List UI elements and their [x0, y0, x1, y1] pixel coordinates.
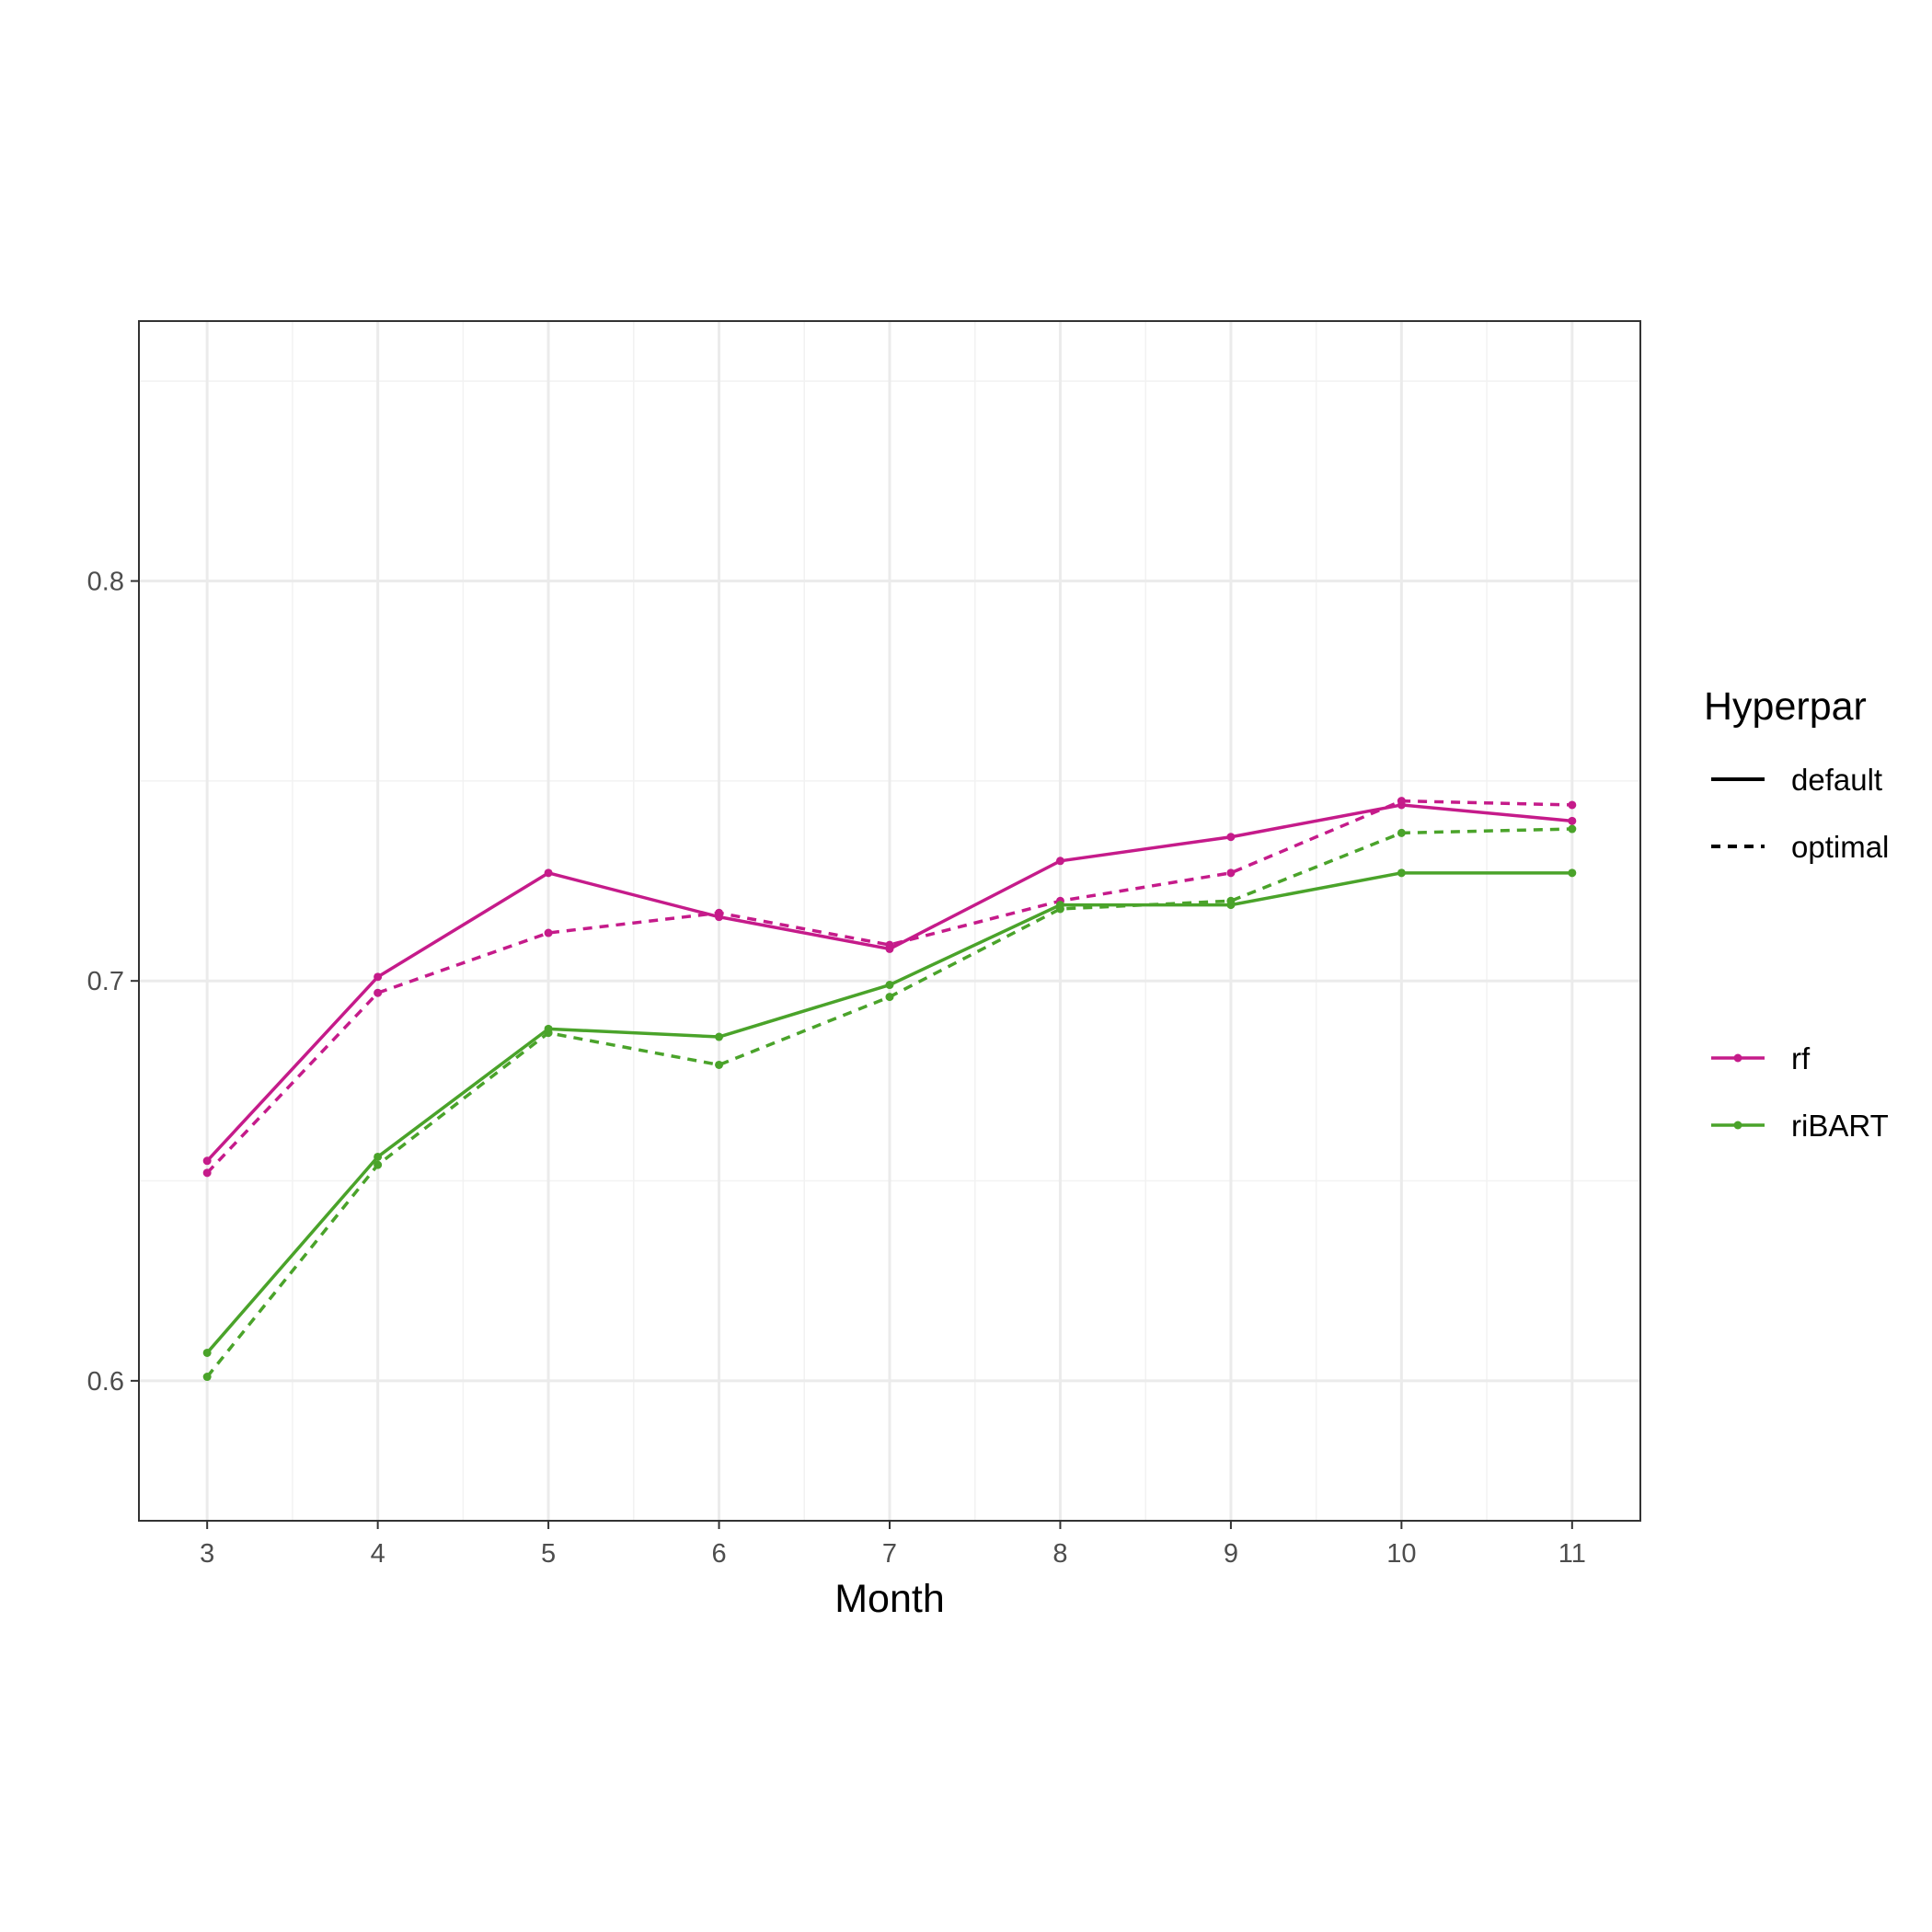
- data-point: [202, 1168, 212, 1178]
- x-tick-label: 10: [1386, 1539, 1416, 1569]
- data-point: [544, 928, 553, 937]
- legend-key-rf-point: [1733, 1053, 1742, 1063]
- x-tick-label: 5: [541, 1539, 556, 1569]
- data-point: [202, 1348, 212, 1357]
- data-point: [1568, 868, 1577, 878]
- data-point: [715, 908, 724, 917]
- data-point: [1055, 857, 1064, 866]
- data-point: [544, 1029, 553, 1038]
- data-point: [374, 972, 383, 982]
- legend-title: Hyperpar: [1704, 684, 1867, 729]
- x-tick-label: 6: [711, 1539, 726, 1569]
- legend: Hyperpar default optimal rf riBART: [1704, 684, 1889, 1143]
- series-rf-optimal: [202, 797, 1577, 1178]
- data-point: [1226, 833, 1236, 842]
- legend-label-optimal: optimal: [1791, 830, 1889, 864]
- x-tick-label: 8: [1052, 1539, 1067, 1569]
- x-tick-label: 3: [200, 1539, 214, 1569]
- series-line: [205, 799, 1572, 1175]
- series-layer: [202, 797, 1577, 1382]
- y-axis: 0.6 0.7 0.8: [87, 568, 139, 1397]
- legend-key-ribart-point: [1733, 1121, 1742, 1130]
- legend-label-rf: rf: [1791, 1041, 1811, 1075]
- data-point: [1055, 904, 1064, 914]
- legend-label-ribart: riBART: [1791, 1109, 1889, 1143]
- data-point: [1397, 797, 1406, 806]
- data-point: [202, 1156, 212, 1166]
- data-point: [374, 1160, 383, 1169]
- data-point: [374, 1152, 383, 1161]
- x-axis-title: Month: [834, 1577, 945, 1621]
- data-point: [715, 1032, 724, 1041]
- major-gridlines: [139, 321, 1640, 1521]
- data-point: [1226, 868, 1236, 878]
- data-point: [885, 993, 894, 1002]
- y-tick-label: 0.6: [87, 1367, 124, 1397]
- x-axis: 3 4 5 6 7 8 9 10 11: [200, 1521, 1586, 1569]
- data-point: [885, 940, 894, 949]
- data-point: [1226, 896, 1236, 905]
- legend-label-default: default: [1791, 763, 1882, 797]
- data-point: [715, 1060, 724, 1069]
- data-point: [1568, 800, 1577, 810]
- data-point: [544, 868, 553, 878]
- series-ribart-optimal: [202, 824, 1577, 1382]
- data-point: [374, 988, 383, 997]
- x-tick-label: 9: [1224, 1539, 1238, 1569]
- data-point: [202, 1373, 212, 1382]
- x-tick-label: 11: [1558, 1539, 1586, 1569]
- data-point: [1568, 824, 1577, 834]
- y-tick-label: 0.7: [87, 967, 124, 996]
- data-point: [1397, 868, 1406, 878]
- data-point: [1397, 828, 1406, 837]
- data-point: [885, 981, 894, 990]
- x-tick-label: 7: [882, 1539, 897, 1569]
- y-tick-label: 0.8: [87, 568, 124, 597]
- data-point: [1568, 816, 1577, 825]
- x-tick-label: 4: [371, 1539, 385, 1569]
